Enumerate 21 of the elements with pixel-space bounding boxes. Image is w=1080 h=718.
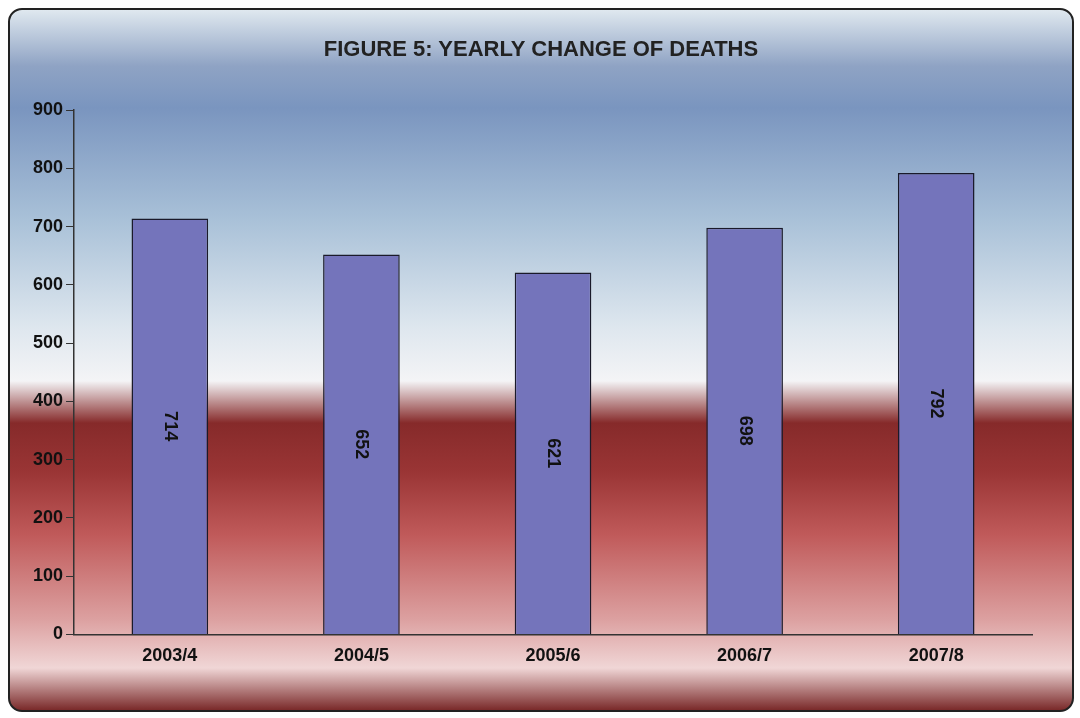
- data-label: 698: [735, 415, 756, 446]
- y-tick-label: 300: [32, 448, 64, 469]
- y-tick-label: 700: [32, 215, 64, 236]
- x-tick-label: 2007/8: [908, 645, 964, 666]
- data-label: 792: [927, 388, 948, 419]
- x-tick-label: 2005/6: [525, 645, 581, 666]
- y-tick-label: 500: [32, 332, 64, 353]
- y-tick-label: 600: [32, 273, 64, 294]
- y-tick-label: 800: [32, 157, 64, 178]
- y-tick-label: 400: [32, 390, 64, 411]
- y-tick-label: 200: [32, 506, 64, 527]
- data-label: 652: [352, 429, 373, 460]
- chart-title: FIGURE 5: YEARLY CHANGE OF DEATHS: [322, 36, 760, 62]
- x-tick-label: 2006/7: [717, 645, 773, 666]
- x-tick-label: 2004/5: [333, 645, 389, 666]
- y-tick-label: 900: [32, 98, 64, 119]
- data-label: 714: [160, 411, 181, 442]
- y-tick-label: 0: [53, 623, 64, 644]
- x-tick-label: 2003/4: [142, 645, 198, 666]
- data-label: 621: [544, 438, 565, 469]
- y-tick-label: 100: [32, 565, 64, 586]
